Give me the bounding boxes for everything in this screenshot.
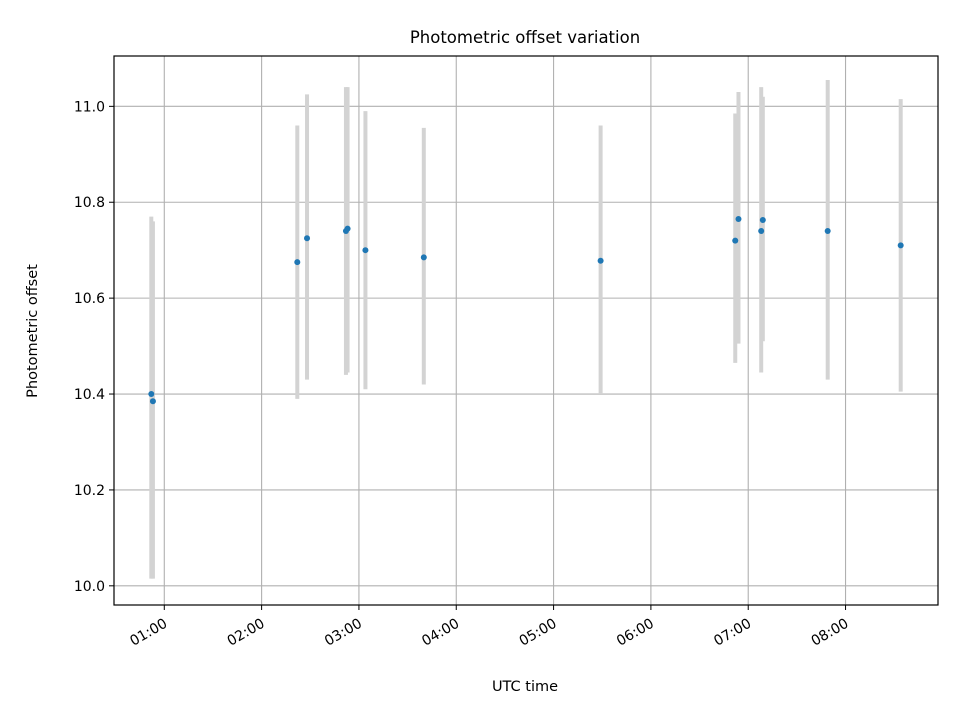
y-axis-ticks: 10.0 10.2 10.4 10.6 10.8 11.0 bbox=[74, 99, 114, 595]
data-point bbox=[420, 254, 427, 261]
y-tick-label: 10.8 bbox=[74, 195, 105, 211]
data-point bbox=[149, 398, 156, 405]
data-point bbox=[362, 247, 369, 254]
y-tick-label: 10.6 bbox=[74, 291, 105, 307]
y-axis-label: Photometric offset bbox=[25, 264, 41, 398]
y-tick-label: 10.0 bbox=[74, 579, 105, 595]
y-tick-label: 11.0 bbox=[74, 99, 105, 115]
data-point bbox=[294, 259, 301, 266]
data-point bbox=[148, 391, 155, 398]
data-point bbox=[758, 228, 765, 235]
y-tick-label: 10.2 bbox=[74, 483, 105, 499]
chart-title: Photometric offset variation bbox=[410, 28, 640, 47]
plot-area-frame bbox=[113, 55, 939, 606]
grid-layer bbox=[114, 56, 938, 605]
data-point bbox=[344, 225, 351, 232]
data-point bbox=[732, 237, 739, 244]
data-point bbox=[304, 235, 311, 242]
y-tick-label: 10.4 bbox=[74, 387, 105, 403]
point-layer bbox=[148, 216, 904, 405]
data-point bbox=[759, 216, 766, 223]
data-point bbox=[897, 242, 904, 249]
data-point bbox=[824, 228, 831, 235]
data-point bbox=[597, 257, 604, 264]
data-point bbox=[735, 216, 742, 223]
x-axis-label: UTC time bbox=[492, 679, 558, 695]
